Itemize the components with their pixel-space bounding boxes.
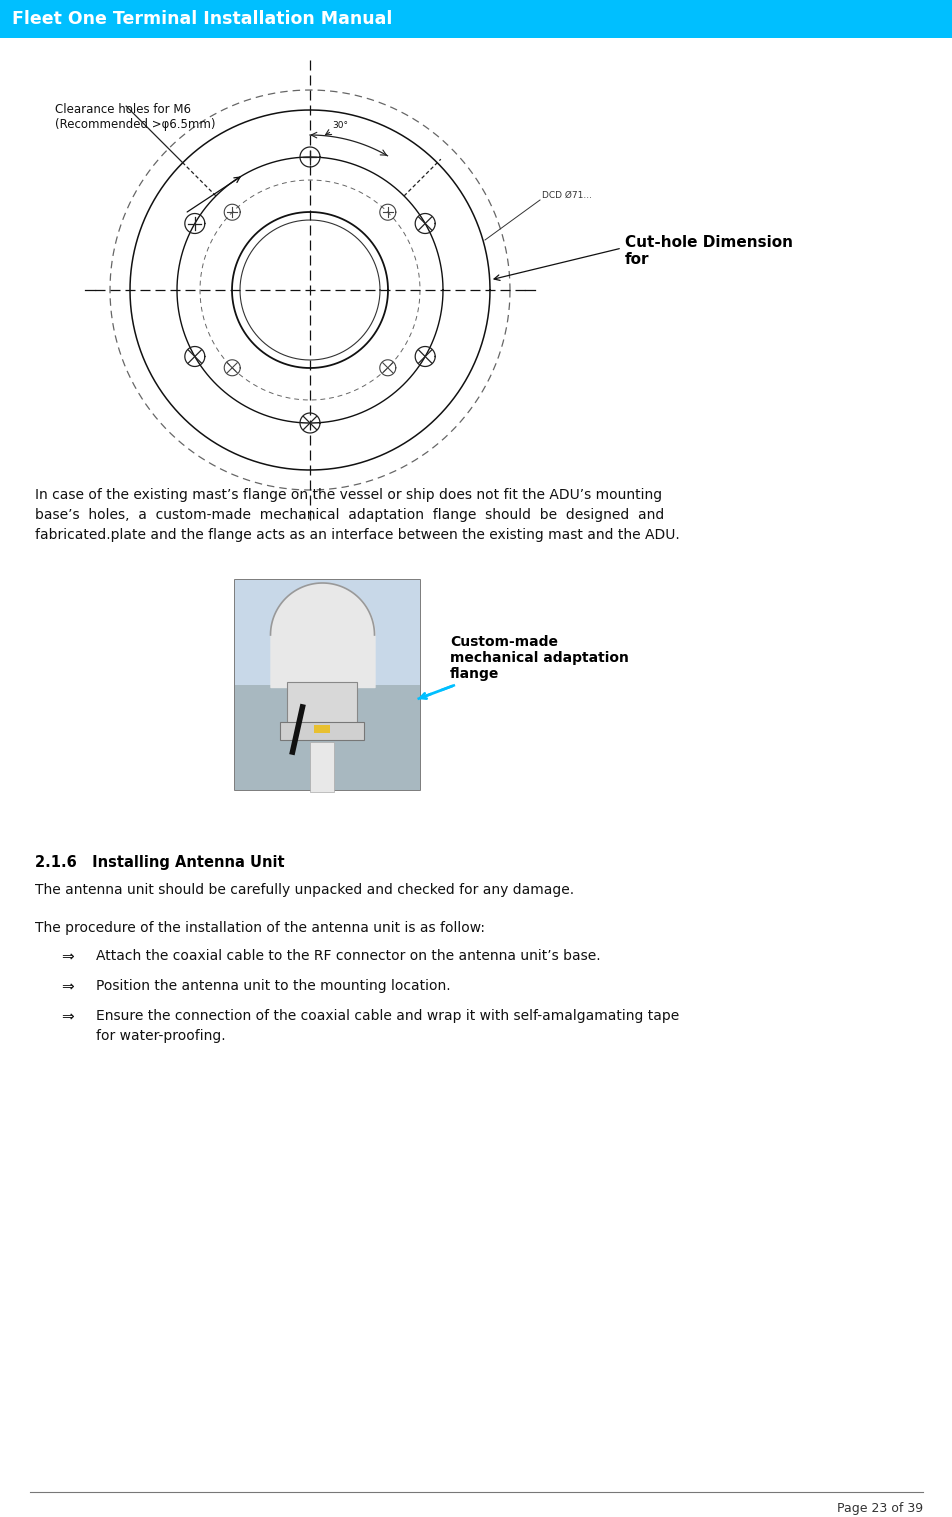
FancyBboxPatch shape: [235, 579, 420, 705]
Text: Fleet One Terminal Installation Manual: Fleet One Terminal Installation Manual: [12, 11, 392, 27]
FancyBboxPatch shape: [0, 0, 952, 38]
Text: ⇒: ⇒: [62, 1009, 74, 1024]
Text: Custom-made
mechanical adaptation
flange: Custom-made mechanical adaptation flange: [449, 636, 628, 681]
FancyBboxPatch shape: [288, 683, 357, 727]
Text: DCD Ø71...: DCD Ø71...: [542, 191, 591, 200]
Text: for water-proofing.: for water-proofing.: [96, 1029, 226, 1044]
Text: Cut-hole Dimension
for: Cut-hole Dimension for: [625, 235, 792, 267]
FancyBboxPatch shape: [280, 722, 364, 740]
Text: The procedure of the installation of the antenna unit is as follow:: The procedure of the installation of the…: [35, 921, 485, 934]
Text: base’s  holes,  a  custom-made  mechanical  adaptation  flange  should  be  desi: base’s holes, a custom-made mechanical a…: [35, 508, 664, 522]
Text: fabricated.plate and the flange acts as an interface between the existing mast a: fabricated.plate and the flange acts as …: [35, 528, 679, 542]
Text: Clearance holes for M6
(Recommended >φ6.5mm): Clearance holes for M6 (Recommended >φ6.…: [55, 103, 215, 130]
Text: Attach the coaxial cable to the RF connector on the antenna unit’s base.: Attach the coaxial cable to the RF conne…: [96, 950, 600, 963]
FancyBboxPatch shape: [235, 579, 420, 790]
Text: 30°: 30°: [331, 121, 347, 130]
Text: The antenna unit should be carefully unpacked and checked for any damage.: The antenna unit should be carefully unp…: [35, 883, 573, 897]
Text: Ensure the connection of the coaxial cable and wrap it with self-amalgamating ta: Ensure the connection of the coaxial cab…: [96, 1009, 679, 1022]
FancyBboxPatch shape: [235, 686, 420, 790]
FancyBboxPatch shape: [314, 725, 330, 733]
Text: ⇒: ⇒: [62, 978, 74, 994]
Text: Page 23 of 39: Page 23 of 39: [836, 1502, 922, 1515]
Text: ⇒: ⇒: [62, 950, 74, 963]
Text: 2.1.6   Installing Antenna Unit: 2.1.6 Installing Antenna Unit: [35, 856, 285, 871]
FancyBboxPatch shape: [310, 742, 334, 792]
Text: In case of the existing mast’s flange on the vessel or ship does not fit the ADU: In case of the existing mast’s flange on…: [35, 488, 662, 502]
Text: Position the antenna unit to the mounting location.: Position the antenna unit to the mountin…: [96, 978, 450, 994]
